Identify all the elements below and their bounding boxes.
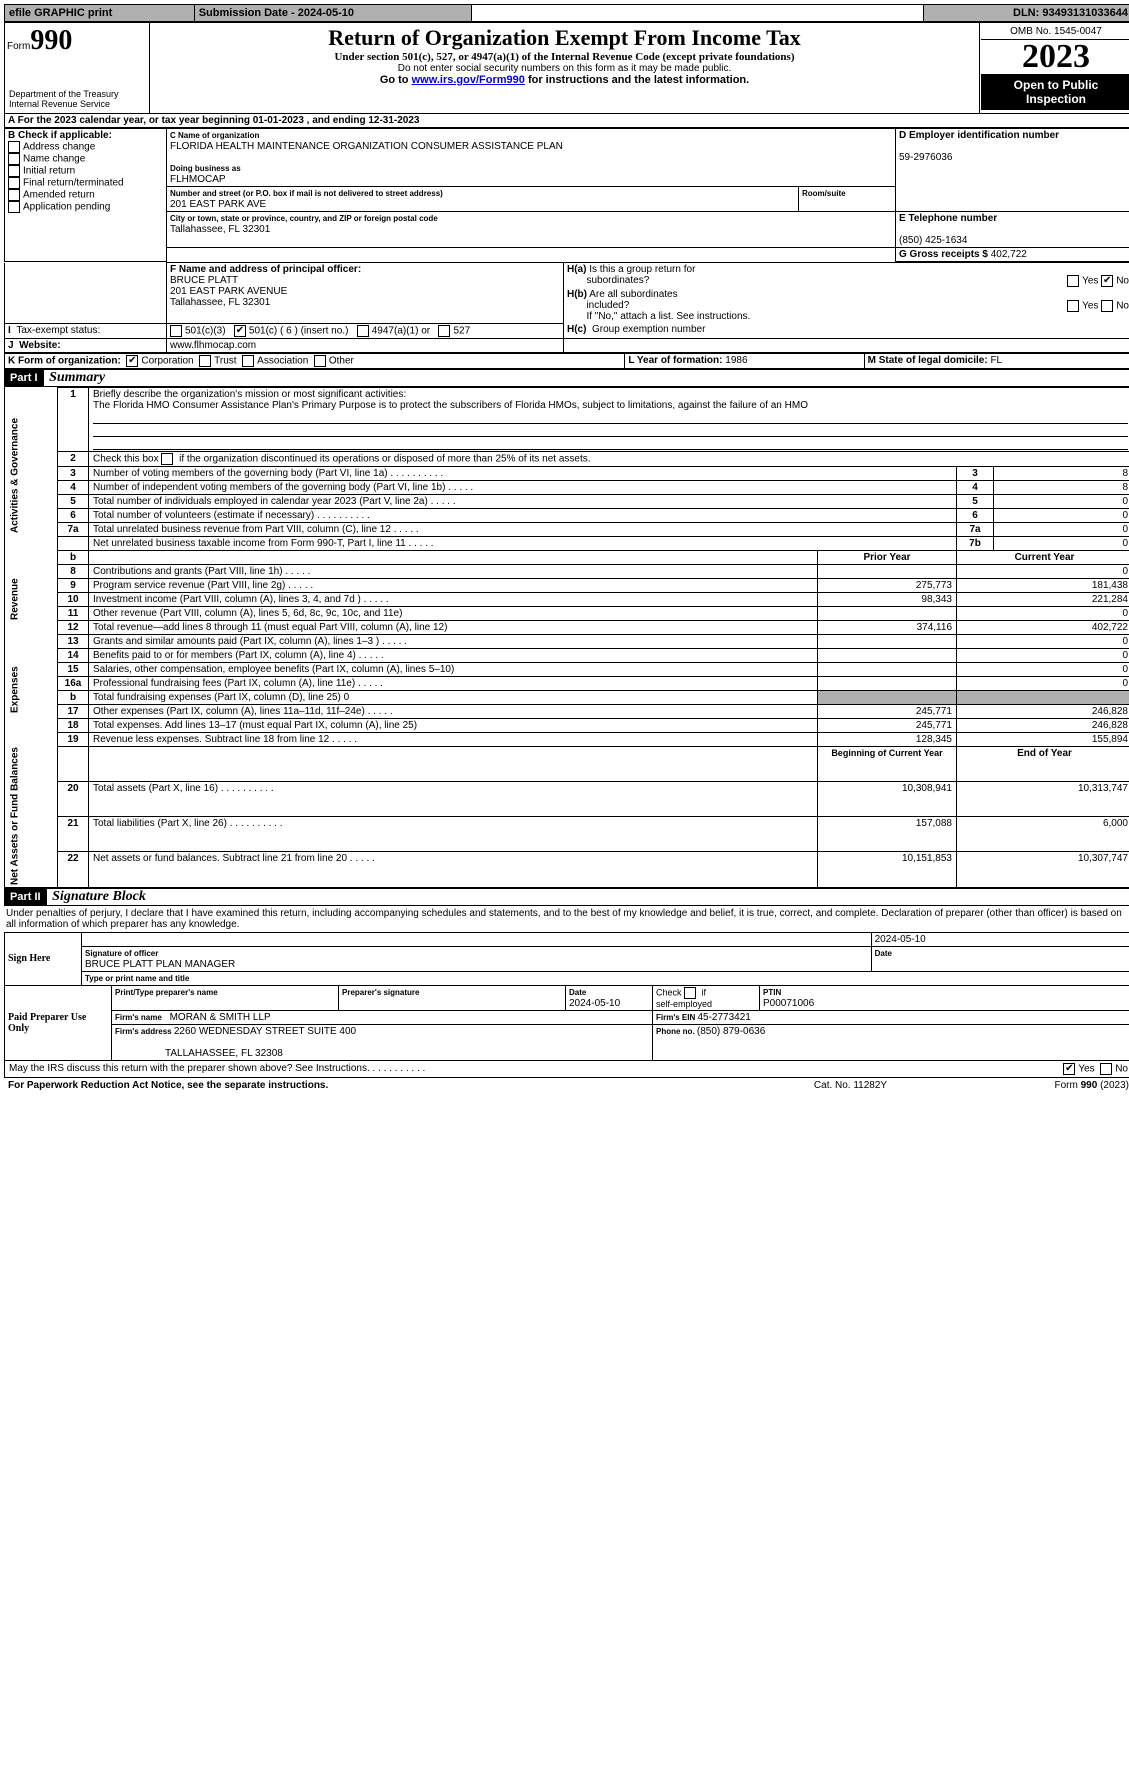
hb-yes[interactable] (1067, 300, 1079, 312)
part-ii-header: Part II Signature Block (4, 888, 1129, 906)
row-a: A For the 2023 calendar year, or tax yea… (4, 114, 1129, 128)
dept-label: Department of the Treasury Internal Reve… (7, 87, 147, 111)
officer-name: BRUCE PLATT (170, 275, 238, 286)
line-20-eoy: 10,313,747 (957, 781, 1129, 816)
side-expenses: Expenses (5, 634, 58, 746)
paid-preparer-block: Paid Preparer Use Only Print/Type prepar… (4, 986, 1129, 1061)
discuss-no[interactable] (1100, 1063, 1112, 1075)
side-net-assets: Net Assets or Fund Balances (5, 746, 58, 887)
part-i-header: Part I Summary (4, 369, 1129, 387)
chk-501c[interactable] (234, 325, 246, 337)
hb-no[interactable] (1101, 300, 1113, 312)
mission-text: The Florida HMO Consumer Assistance Plan… (93, 400, 808, 411)
open-inspection: Open to Public Inspection (981, 74, 1129, 110)
year-formation: 1986 (725, 355, 747, 366)
chk-trust[interactable] (199, 355, 211, 367)
chk-self-employed[interactable] (684, 987, 696, 999)
discuss-yes[interactable] (1063, 1063, 1075, 1075)
org-name: FLORIDA HEALTH MAINTENANCE ORGANIZATION … (170, 141, 563, 152)
line-8-curr: 0 (957, 564, 1129, 578)
state-domicile: FL (990, 355, 1002, 366)
line-20-boy: 10,308,941 (818, 781, 957, 816)
chk-corporation[interactable] (126, 355, 138, 367)
chk-4947[interactable] (357, 325, 369, 337)
line-9-curr: 181,438 (957, 578, 1129, 592)
dba: FLHMOCAP (170, 174, 226, 185)
firm-ein: 45-2773421 (697, 1012, 750, 1023)
line-3-val: 8 (994, 466, 1129, 480)
line-12-curr: 402,722 (957, 620, 1129, 634)
chk-other[interactable] (314, 355, 326, 367)
summary-table: Activities & Governance 1 Briefly descri… (4, 387, 1129, 888)
line-18-prior: 245,771 (818, 718, 957, 732)
irs-link[interactable]: www.irs.gov/Form990 (412, 74, 525, 86)
firm-phone: (850) 879-0636 (697, 1026, 765, 1037)
footer: For Paperwork Reduction Act Notice, see … (4, 1078, 1129, 1093)
efile-label: efile GRAPHIC print (5, 5, 195, 22)
ha-yes[interactable] (1067, 275, 1079, 287)
chk-discontinued[interactable] (161, 453, 173, 465)
chk-amended-return[interactable] (8, 189, 20, 201)
chk-527[interactable] (438, 325, 450, 337)
tax-year: 2023 (981, 40, 1129, 74)
chk-final-return[interactable] (8, 177, 20, 189)
chk-initial-return[interactable] (8, 165, 20, 177)
k-l-m-block: K Form of organization: Corporation Trus… (4, 353, 1129, 369)
sign-date: 2024-05-10 (875, 934, 926, 945)
line-12-prior: 374,116 (818, 620, 957, 634)
telephone: (850) 425-1634 (899, 235, 967, 246)
ptin: P00071006 (763, 998, 814, 1009)
line-9-prior: 275,773 (818, 578, 957, 592)
officer-group-block: F Name and address of principal officer:… (4, 262, 1129, 353)
form-title: Return of Organization Exempt From Incom… (156, 25, 973, 51)
chk-application-pending[interactable] (8, 201, 20, 213)
identity-block: B Check if applicable: Address change Na… (4, 128, 1129, 262)
firm-name: MORAN & SMITH LLP (170, 1012, 271, 1023)
city-state-zip: Tallahassee, FL 32301 (170, 224, 270, 235)
ha-no[interactable] (1101, 275, 1113, 287)
chk-501c3[interactable] (170, 325, 182, 337)
line-22-boy: 10,151,853 (818, 852, 957, 887)
top-bar: efile GRAPHIC print Submission Date - 20… (4, 4, 1129, 22)
chk-address-change[interactable] (8, 141, 20, 153)
line-22-eoy: 10,307,747 (957, 852, 1129, 887)
chk-name-change[interactable] (8, 153, 20, 165)
officer-signature: BRUCE PLATT PLAN MANAGER (85, 959, 235, 970)
website: www.flhmocap.com (170, 340, 256, 351)
side-revenue: Revenue (5, 564, 58, 634)
street-address: 201 EAST PARK AVE (170, 199, 266, 210)
side-activities-governance: Activities & Governance (5, 387, 58, 564)
sign-here-block: Sign Here 2024-05-10 Signature of office… (4, 933, 1129, 986)
line-18-curr: 246,828 (957, 718, 1129, 732)
perjury-statement: Under penalties of perjury, I declare th… (4, 906, 1129, 933)
gross-receipts: 402,722 (991, 249, 1027, 260)
form-header: Form990 Department of the Treasury Inter… (4, 22, 1129, 114)
chk-association[interactable] (242, 355, 254, 367)
discuss-row: May the IRS discuss this return with the… (4, 1061, 1129, 1078)
ein: 59-2976036 (899, 152, 952, 163)
